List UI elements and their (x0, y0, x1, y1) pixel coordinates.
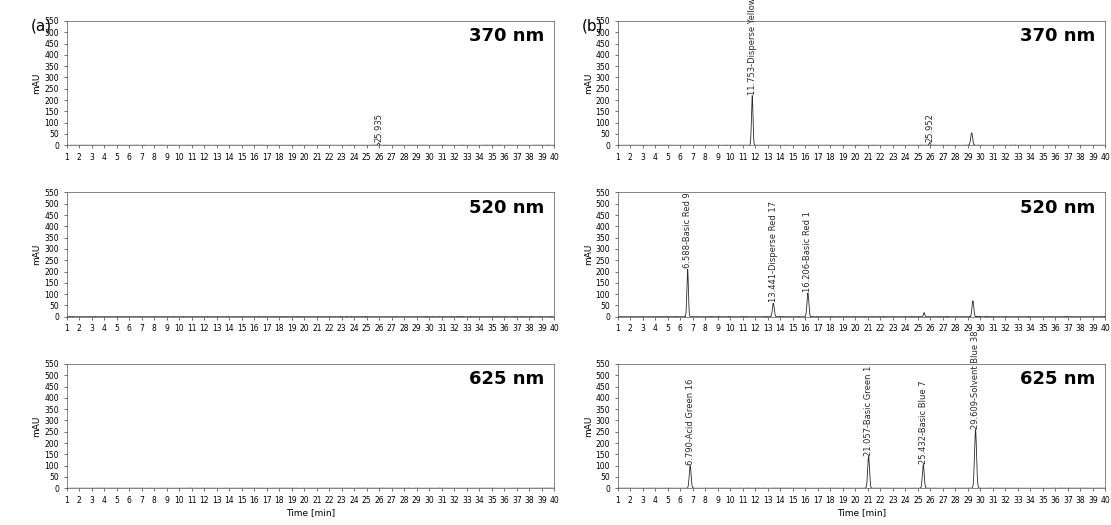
Text: 13.441-Disperse Red 17: 13.441-Disperse Red 17 (769, 201, 778, 302)
X-axis label: Time [min]: Time [min] (286, 508, 336, 517)
Text: 370 nm: 370 nm (469, 27, 544, 45)
Y-axis label: mAU: mAU (32, 244, 41, 265)
Text: 25.935: 25.935 (374, 113, 383, 142)
Text: 370 nm: 370 nm (1020, 27, 1095, 45)
Text: 6.588-Basic Red 9: 6.588-Basic Red 9 (683, 193, 692, 268)
Y-axis label: mAU: mAU (583, 72, 592, 94)
Text: 25.952: 25.952 (925, 113, 934, 142)
Text: 6.790-Acid Green 16: 6.790-Acid Green 16 (685, 379, 694, 465)
Y-axis label: mAU: mAU (32, 72, 41, 94)
Text: 16.206-Basic Red 1: 16.206-Basic Red 1 (803, 211, 812, 292)
Text: 625 nm: 625 nm (1020, 370, 1095, 388)
Y-axis label: mAU: mAU (32, 415, 41, 437)
Text: (b): (b) (582, 18, 603, 34)
Text: 520 nm: 520 nm (1020, 198, 1095, 217)
Text: 11.753-Disperse Yellow 9: 11.753-Disperse Yellow 9 (748, 0, 757, 94)
Y-axis label: mAU: mAU (583, 415, 592, 437)
X-axis label: Time [min]: Time [min] (837, 508, 887, 517)
Text: (a): (a) (31, 18, 52, 34)
Text: 25.432-Basic Blue 7: 25.432-Basic Blue 7 (919, 380, 928, 464)
Text: 625 nm: 625 nm (469, 370, 544, 388)
Text: 21.057-Basic Green 1: 21.057-Basic Green 1 (864, 365, 873, 456)
Text: 520 nm: 520 nm (469, 198, 544, 217)
Text: 29.609-Solvent Blue 38: 29.609-Solvent Blue 38 (971, 330, 980, 428)
Y-axis label: mAU: mAU (583, 244, 592, 265)
